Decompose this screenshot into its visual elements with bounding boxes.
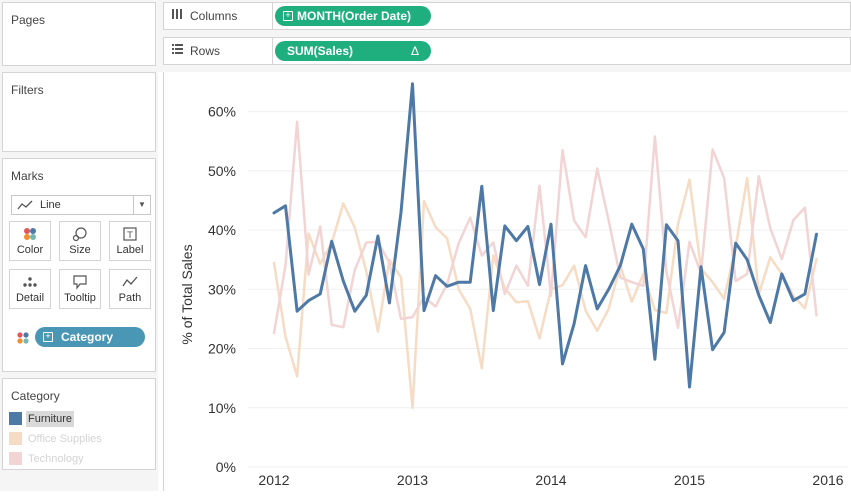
- rows-pill-label: SUM(Sales): [287, 44, 354, 58]
- path-icon: [110, 274, 150, 292]
- tooltip-button-label: Tooltip: [64, 292, 96, 304]
- marks-card: Marks Line ▼ Color Size T Label Detail: [2, 158, 156, 372]
- pages-title: Pages: [11, 13, 46, 27]
- series-line-technology: [272, 120, 818, 335]
- color-encoding-icon: [17, 332, 29, 344]
- legend-title: Category: [11, 389, 60, 403]
- x-tick-label: 2016: [812, 472, 843, 488]
- x-tick-label: 2015: [674, 472, 705, 488]
- legend-label: Technology: [28, 453, 84, 465]
- table-calc-delta-icon: Δ: [410, 44, 419, 58]
- label-icon: T: [110, 226, 150, 244]
- legend-label: Furniture: [26, 411, 75, 427]
- path-button[interactable]: Path: [109, 269, 151, 309]
- category-color-pill[interactable]: + Category: [35, 327, 145, 347]
- expand-icon[interactable]: +: [283, 11, 293, 21]
- columns-label: Columns: [190, 9, 238, 23]
- legend-swatch: [9, 432, 22, 445]
- legend-swatch: [9, 452, 22, 465]
- y-tick-label: 20%: [208, 341, 236, 357]
- category-pill-label: Category: [61, 330, 114, 344]
- filters-shelf[interactable]: Filters: [2, 72, 156, 152]
- sum-sales-pill[interactable]: SUM(Sales) Δ: [275, 41, 431, 61]
- mark-type-label: Line: [40, 199, 61, 211]
- x-tick-label: 2012: [258, 472, 289, 488]
- y-tick-label: 0%: [216, 459, 236, 475]
- category-legend: Category Furniture Office Supplies Techn…: [2, 378, 156, 470]
- columns-icon: [170, 3, 184, 29]
- legend-label: Office Supplies: [28, 433, 102, 445]
- line-chart: 0% 10% 20% 30% 40% 50% 60% 2012 2013 2014 2015 2016…: [179, 82, 848, 488]
- y-tick-label: 50%: [208, 163, 236, 179]
- size-button-label: Size: [69, 244, 91, 256]
- columns-shelf-label: Columns: [164, 3, 273, 29]
- expand-icon[interactable]: +: [43, 332, 53, 342]
- color-button-label: Color: [16, 244, 44, 256]
- filters-title: Filters: [11, 83, 44, 97]
- detail-icon: [10, 274, 50, 292]
- x-tick-label: 2014: [535, 472, 566, 488]
- series-line-office-supplies: [272, 176, 818, 410]
- size-button[interactable]: Size: [59, 221, 101, 261]
- detail-button[interactable]: Detail: [9, 269, 51, 309]
- marks-title: Marks: [11, 169, 44, 183]
- y-tick-label: 10%: [208, 400, 236, 416]
- month-order-date-pill[interactable]: + MONTH(Order Date): [275, 6, 431, 26]
- detail-button-label: Detail: [15, 292, 45, 304]
- columns-pill-label: MONTH(Order Date): [297, 9, 412, 23]
- x-tick-label: 2013: [397, 472, 428, 488]
- svg-text:T: T: [126, 231, 133, 241]
- y-axis-title: % of Total Sales: [179, 244, 195, 344]
- tooltip-icon: [60, 274, 100, 292]
- mark-type-dropdown[interactable]: Line ▼: [11, 195, 151, 215]
- rows-shelf[interactable]: Rows SUM(Sales) Δ: [163, 37, 851, 65]
- label-button-label: Label: [116, 244, 144, 256]
- size-icon: [60, 226, 100, 244]
- color-icon: [10, 226, 50, 244]
- tooltip-button[interactable]: Tooltip: [59, 269, 101, 309]
- label-button[interactable]: T Label: [109, 221, 151, 261]
- path-button-label: Path: [118, 292, 142, 304]
- pages-shelf[interactable]: Pages: [2, 2, 156, 66]
- line-mark-icon: [17, 200, 33, 210]
- chevron-down-icon[interactable]: ▼: [133, 196, 150, 214]
- legend-swatch: [9, 412, 22, 425]
- rows-icon: [170, 38, 184, 64]
- rows-shelf-label: Rows: [164, 38, 273, 64]
- y-tick-label: 60%: [208, 104, 236, 120]
- rows-label: Rows: [190, 44, 221, 58]
- y-tick-label: 30%: [208, 281, 236, 297]
- chart-pane: 0% 10% 20% 30% 40% 50% 60% 2012 2013 2014 2015 2016…: [163, 72, 851, 491]
- series-line-furniture: [272, 82, 818, 389]
- color-button[interactable]: Color: [9, 221, 51, 261]
- columns-shelf[interactable]: Columns + MONTH(Order Date): [163, 2, 851, 30]
- y-tick-label: 40%: [208, 222, 236, 238]
